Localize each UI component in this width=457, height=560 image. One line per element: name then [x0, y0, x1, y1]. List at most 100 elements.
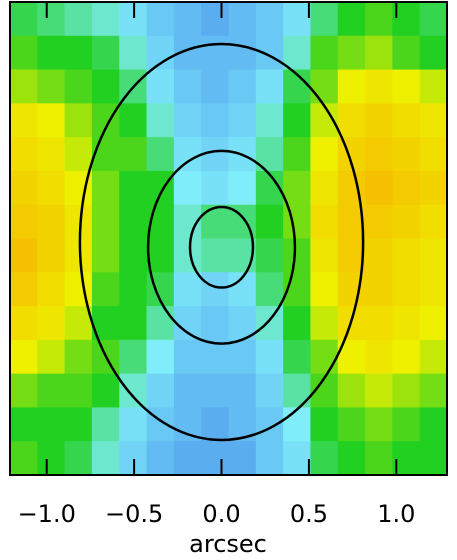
heat-cell — [365, 373, 393, 409]
heat-cell — [37, 2, 66, 37]
heat-cell — [173, 441, 202, 476]
heat-cell — [64, 69, 93, 104]
heat-cell — [64, 373, 93, 409]
heat-cell — [419, 170, 448, 206]
heat-cell — [173, 137, 202, 172]
heat-cell — [337, 441, 366, 476]
heat-cell — [64, 407, 93, 442]
heat-cell — [64, 103, 93, 138]
heat-cell — [419, 306, 448, 341]
heat-cell — [10, 137, 38, 172]
heat-cell — [173, 373, 202, 409]
heat-cell — [419, 238, 448, 273]
heat-cell — [392, 407, 421, 442]
heat-cell — [419, 204, 448, 240]
heat-cell — [365, 170, 393, 206]
heat-cell — [64, 204, 93, 240]
heat-cell — [10, 373, 38, 409]
heat-cell — [419, 2, 448, 37]
heat-cell — [173, 2, 202, 37]
heat-cell — [91, 2, 120, 37]
heat-cell — [283, 137, 312, 172]
heat-cell — [255, 103, 284, 138]
heat-cell — [392, 170, 421, 206]
heat-cell — [119, 103, 148, 138]
heat-cell — [392, 69, 421, 104]
heat-cell — [310, 137, 339, 172]
heat-cell — [392, 238, 421, 273]
heat-cell — [337, 103, 366, 138]
heat-cell — [64, 272, 93, 307]
heat-cell — [173, 339, 202, 375]
heat-cell — [10, 339, 38, 375]
heat-cell — [255, 407, 284, 442]
heat-cell — [255, 373, 284, 409]
heat-cell — [37, 441, 66, 476]
heat-cell — [310, 170, 339, 206]
heat-cell — [392, 306, 421, 341]
heat-cell — [146, 103, 175, 138]
heat-cell — [91, 373, 120, 409]
heat-cell — [392, 137, 421, 172]
heat-cell — [119, 373, 148, 409]
heat-cell — [228, 35, 257, 71]
heat-cell — [146, 238, 175, 273]
heat-cell — [91, 170, 120, 206]
heat-cell — [419, 69, 448, 104]
heat-cell — [337, 170, 366, 206]
heat-cell — [37, 407, 66, 442]
heat-cell — [419, 137, 448, 172]
heat-cell — [228, 170, 257, 206]
heat-cell — [365, 441, 393, 476]
heat-cell — [392, 204, 421, 240]
heat-cell — [419, 373, 448, 409]
heat-cell — [10, 35, 38, 71]
heat-cell — [173, 238, 202, 273]
heat-cell — [337, 373, 366, 409]
heat-cell — [283, 306, 312, 341]
heat-cell — [337, 407, 366, 442]
x-tick-label: −1.0 — [18, 500, 76, 528]
heat-cell — [119, 35, 148, 71]
heat-cell — [337, 69, 366, 104]
heat-cell — [37, 69, 66, 104]
heat-cell — [146, 373, 175, 409]
heat-cell — [365, 339, 393, 375]
heat-cell — [119, 306, 148, 341]
heat-cell — [10, 407, 38, 442]
heat-cell — [365, 204, 393, 240]
heat-cell — [419, 103, 448, 138]
heat-cell — [37, 103, 66, 138]
heat-cell — [64, 441, 93, 476]
heat-cell — [64, 35, 93, 71]
heat-cell — [91, 238, 120, 273]
heat-cell — [201, 170, 230, 206]
heat-cell — [64, 137, 93, 172]
heat-cell — [392, 35, 421, 71]
heat-cell — [119, 238, 148, 273]
heat-cell — [392, 339, 421, 375]
heat-cell — [173, 103, 202, 138]
heat-cell — [201, 373, 230, 409]
heat-cell — [10, 204, 38, 240]
heat-cell — [201, 441, 230, 476]
heat-cell — [64, 238, 93, 273]
heat-cell — [337, 2, 366, 37]
heat-cell — [146, 306, 175, 341]
heat-cell — [37, 373, 66, 409]
heat-cell — [283, 2, 312, 37]
heat-cell — [365, 35, 393, 71]
heat-cell — [10, 103, 38, 138]
heat-cell — [10, 238, 38, 273]
heat-cell — [310, 272, 339, 307]
heat-cell — [173, 272, 202, 307]
heat-cell — [365, 103, 393, 138]
heat-cell — [283, 170, 312, 206]
heat-cell — [37, 204, 66, 240]
heat-cell — [201, 339, 230, 375]
heat-cell — [310, 441, 339, 476]
heat-cell — [392, 272, 421, 307]
heat-cell — [365, 2, 393, 37]
heat-cell — [283, 238, 312, 273]
heat-cell — [419, 339, 448, 375]
